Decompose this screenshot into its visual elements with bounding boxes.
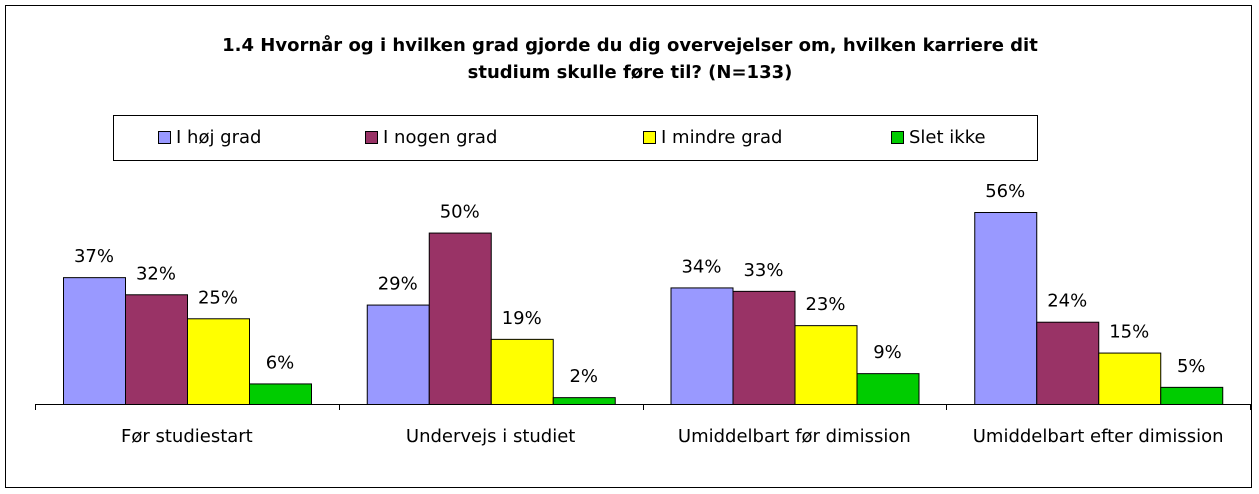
data-label: 9% <box>873 342 902 363</box>
legend-swatch <box>891 131 904 144</box>
data-label: 37% <box>74 246 114 267</box>
x-tick-label: Undervejs i studiet <box>405 426 576 447</box>
bar <box>1160 386 1224 406</box>
data-label: 2% <box>569 366 598 387</box>
legend-swatch <box>158 131 171 144</box>
bar <box>856 373 920 405</box>
bar <box>732 290 796 406</box>
bar <box>366 304 430 406</box>
bar <box>1036 321 1100 406</box>
bar <box>428 232 492 405</box>
data-label: 25% <box>198 287 238 308</box>
legend-swatch <box>643 131 656 144</box>
legend-label: I mindre grad <box>661 127 782 148</box>
bar <box>1098 352 1162 406</box>
data-label: 56% <box>985 181 1025 202</box>
legend-box <box>113 115 1038 161</box>
bar <box>670 287 734 405</box>
data-label: 33% <box>743 260 783 281</box>
legend-label: I høj grad <box>176 127 261 148</box>
data-label: 29% <box>378 274 418 295</box>
bar <box>794 325 858 405</box>
data-label: 23% <box>805 294 845 315</box>
data-label: 50% <box>440 202 480 223</box>
data-label: 32% <box>136 263 176 284</box>
data-label: 5% <box>1177 356 1206 377</box>
bar <box>249 383 312 405</box>
chart-border <box>5 5 1252 488</box>
legend-swatch <box>365 131 378 144</box>
bar <box>490 338 554 406</box>
x-tick-label: Umiddelbart efter dimission <box>972 426 1224 447</box>
data-label: 6% <box>266 352 295 373</box>
x-tick-label: Før studiestart <box>120 426 253 447</box>
bar <box>974 212 1038 405</box>
bar <box>63 277 126 405</box>
data-label: 19% <box>502 308 542 329</box>
legend-label: I nogen grad <box>383 127 497 148</box>
data-label: 34% <box>681 256 721 277</box>
x-tick-label: Umiddelbart før dimission <box>677 426 911 447</box>
bar <box>125 294 188 405</box>
data-label: 24% <box>1047 291 1087 312</box>
data-label: 15% <box>1109 322 1149 343</box>
bar <box>552 397 616 405</box>
chart-title: 1.4 Hvornår og i hvilken grad gjorde du … <box>222 35 1038 83</box>
bar <box>187 318 250 405</box>
legend-label: Slet ikke <box>909 127 986 148</box>
